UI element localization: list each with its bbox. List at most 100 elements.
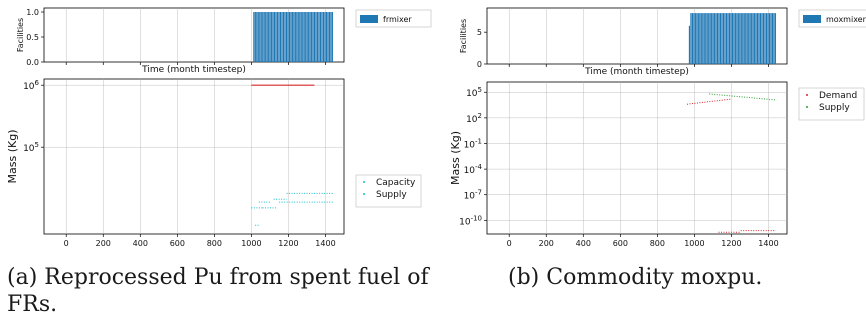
ytick-label-b-bottom-2: 10-1 [464,137,482,150]
bar-b-top-22 [721,13,723,65]
bar-a-top-50 [327,12,329,62]
bar-a-top-26 [291,12,293,62]
bar-a-top-16 [276,12,279,62]
plot-frame-a-bottom [43,78,345,235]
bar-a-top-10 [268,12,270,62]
bar-b-top-47 [758,13,760,65]
series-b-bottom-supply-0 [709,93,776,101]
bar-b-top-48 [759,13,762,65]
bar-b-top-44 [754,13,756,65]
bar-b-top-56 [771,13,773,65]
bar-b-top-6 [697,13,699,65]
xlabel-a-top: Time (month timestep) [141,65,246,75]
bar-a-top-17 [278,12,280,62]
xtick-label-a-bottom-0: 0 [64,239,69,248]
bar-b-top-32 [736,13,738,65]
bar-b-top-21 [719,13,722,65]
bar-b-top-39 [746,13,748,65]
ytick-label-a-bottom-0: 106 [23,79,39,92]
bar-b-top-41 [749,13,751,65]
bar-b-top-16 [712,13,714,65]
bar-b-top-35 [740,13,742,65]
legend-label-a-top: frmixer [383,15,412,24]
ytick-label-b-bottom-3: 10-4 [464,163,483,176]
xtick-label-b-bottom-7: 1400 [758,239,778,248]
ytick-label-b-bottom-4: 10-7 [464,189,482,202]
bar-a-top-9 [266,12,268,62]
bar-b-top-20 [718,13,720,65]
bar-b-top-52 [765,13,768,65]
ytick-label-a-top-0: 0.0 [26,58,39,67]
bar-a-top-22 [285,12,288,62]
bar-b-top-37 [743,13,745,65]
series-b-bottom-demand-0 [686,98,732,105]
plot-frame-b-bottom [486,81,788,235]
bar-a-top-30 [297,12,299,62]
xtick-label-b-bottom-2: 400 [576,239,591,248]
xtick-label-b-bottom-5: 1000 [684,239,704,248]
bar-b-top-54 [768,13,771,65]
bar-b-top-34 [739,13,741,65]
bar-a-top-41 [314,12,316,62]
bar-b-top-49 [761,13,763,65]
bar-a-top-8 [265,12,267,62]
bar-a-top-49 [325,12,328,62]
bar-a-top-3 [257,12,259,62]
bar-a-top-33 [302,12,304,62]
caption-a: (a) Reprocessed Pu from spent fuel of FR… [7,265,429,317]
legend-marker-a-bottom-0 [363,181,365,183]
bar-b-top-50 [762,13,765,65]
bar-b-top-17 [714,13,716,65]
bar-b-top-27 [728,13,731,65]
bar-a-top-21 [284,12,286,62]
bar-b-top-8 [700,13,702,65]
bar-b-top-55 [770,13,772,65]
bar-a-top-0 [253,12,255,62]
xtick-label-a-bottom-2: 400 [133,239,148,248]
ytick-label-a-top-1: 0.5 [26,33,39,42]
bar-a-top-46 [321,12,323,62]
legend-marker-b-bottom-1 [806,106,808,108]
bar-a-top-5 [260,12,262,62]
bar-b-top-38 [745,13,747,65]
bar-b-top-11 [705,13,707,65]
legend-label-b-bottom-0: Demand [819,91,857,101]
bar-a-top-27 [293,12,295,62]
bar-b-top-30 [733,13,735,65]
bar-b-top-46 [757,13,759,65]
legend-label-b-top: moxmixer1 [826,15,866,24]
bar-b-top-57 [773,13,775,65]
bar-a-top-12 [271,12,273,62]
bar-b-top-1 [690,13,692,65]
ytick-label-b-bottom-5: 10-10 [459,214,482,227]
bar-a-top-39 [311,12,313,62]
bar-a-top-13 [272,12,274,62]
bar-a-top-20 [282,12,285,62]
bar-a-top-1 [254,12,256,62]
bar-a-top-53 [331,12,333,62]
bar-b-top-9 [702,13,704,65]
bar-a-top-51 [328,12,330,62]
ylabel-b-top: Facilities [459,19,468,53]
xtick-label-b-bottom-0: 0 [507,239,512,248]
bar-a-top-52 [330,12,332,62]
bar-a-top-28 [294,12,296,62]
bar-a-top-42 [315,12,317,62]
bar-a-top-37 [308,12,310,62]
plot-frame-a-top [43,7,345,63]
ytick-label-b-bottom-0: 105 [466,86,482,99]
ytick-label-b-top-1: 5 [477,28,482,37]
bar-b-top-29 [731,13,733,65]
bar-b-top-15 [711,13,713,65]
xtick-label-a-bottom-7: 1400 [315,239,335,248]
bar-b-top-13 [708,13,710,65]
bar-b-top-18 [715,13,717,65]
bar-a-top-34 [303,12,305,62]
bar-b-top-58 [774,13,776,65]
legend-label-a-bottom-1: Supply [376,190,407,200]
bar-b-top-2 [691,13,693,65]
bar-a-top-2 [256,12,258,62]
bar-a-top-47 [322,12,325,62]
bar-a-top-36 [306,12,308,62]
